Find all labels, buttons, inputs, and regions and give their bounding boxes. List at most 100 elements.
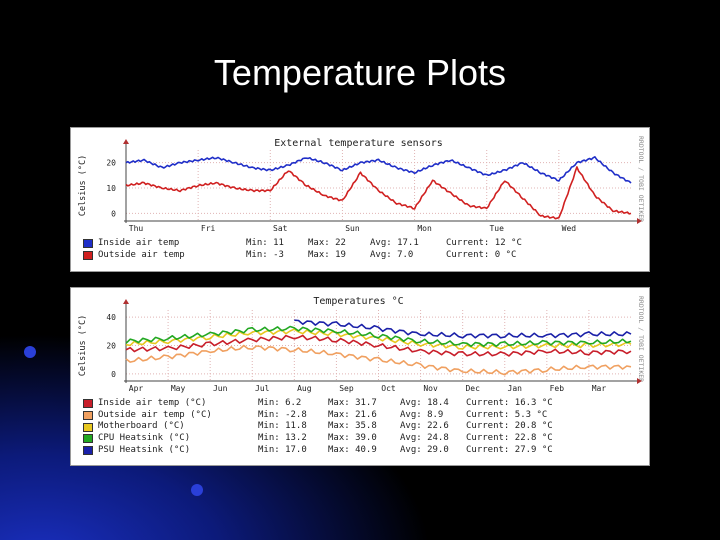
legend-series-name: Outside air temp xyxy=(98,249,185,260)
legend-min: 6.2 xyxy=(285,398,302,408)
legend-min: 17.0 xyxy=(285,444,307,455)
legend-swatch xyxy=(83,251,93,261)
y-axis-label: Celsius (°C) xyxy=(78,155,88,216)
legend-avg: 29.0 xyxy=(427,444,449,455)
legend-row: CPU Heatsink (°C) Min: 13.2 Max: 39.0 Av… xyxy=(83,433,553,445)
legend-max: 31.7 xyxy=(355,398,377,408)
x-tick-label: May xyxy=(171,384,186,393)
x-tick-label: Apr xyxy=(129,384,144,393)
legend-max: 22 xyxy=(335,238,346,248)
decorative-orb xyxy=(191,484,203,496)
legend-current: 16.3 °C xyxy=(514,398,553,408)
x-tick-label: Thu xyxy=(129,224,144,233)
x-tick-label: Feb xyxy=(550,384,565,393)
x-tick-label: Sun xyxy=(345,224,360,233)
legend-current: 12 °C xyxy=(494,238,522,248)
legend-series-name: Motherboard (°C) xyxy=(98,421,185,432)
x-tick-label: Jun xyxy=(213,384,228,393)
legend-current: 22.8 °C xyxy=(514,433,553,444)
legend-series-name: CPU Heatsink (°C) xyxy=(98,433,191,444)
rrdtool-credit: RRDTOOL / TOBI OETIKER xyxy=(637,136,645,222)
rrdtool-credit: RRDTOOL / TOBI OETIKER xyxy=(637,296,645,382)
legend-row: Inside air temp Min: 11 Max: 22 Avg: 17.… xyxy=(83,238,522,250)
x-tick-label: Mar xyxy=(592,384,607,393)
legend-external: Inside air temp Min: 11 Max: 22 Avg: 17.… xyxy=(83,238,522,261)
legend-series-name: Outside air temp (°C) xyxy=(98,409,212,420)
decorative-orb xyxy=(24,346,36,358)
legend-current: 20.8 °C xyxy=(514,421,553,432)
legend-avg: 22.6 xyxy=(427,421,449,432)
chart-title: External temperature sensors xyxy=(274,138,443,149)
slide-title: Temperature Plots xyxy=(213,52,507,93)
legend-min: 11 xyxy=(273,238,284,248)
legend-current: 27.9 °C xyxy=(514,444,553,455)
chart-panel-temperatures: Temperatures °C RRDTOOL / TOBI OETIKER Cel… xyxy=(70,287,650,466)
chart-external-temperature: External temperature sensors RRDTOOL / TO… xyxy=(78,136,645,233)
y-tick-label: 40 xyxy=(106,313,116,322)
x-tick-label: Fri xyxy=(201,224,216,233)
legend-row: PSU Heatsink (°C) Min: 17.0 Max: 40.9 Av… xyxy=(83,445,553,457)
series-line xyxy=(125,328,632,350)
series-line xyxy=(125,325,632,348)
y-axis-arrow xyxy=(123,139,129,144)
series-line xyxy=(125,344,632,376)
y-tick-label: 0 xyxy=(111,370,116,379)
y-axis-arrow xyxy=(123,299,129,304)
x-tick-label: Jul xyxy=(255,384,270,393)
x-tick-label: Mon xyxy=(417,224,432,233)
x-tick-label: Sep xyxy=(339,384,354,393)
legend-swatch xyxy=(83,239,93,249)
legend-series-name: Inside air temp xyxy=(98,238,180,248)
legend-max: 35.8 xyxy=(355,421,377,432)
legend-avg: 18.4 xyxy=(427,398,449,408)
x-tick-label: Nov xyxy=(423,384,438,393)
x-axis-arrow xyxy=(637,218,642,224)
x-axis-arrow xyxy=(637,378,642,384)
legend-min: 11.8 xyxy=(285,421,307,432)
y-axis-label: Celsius (°C) xyxy=(78,315,88,376)
legend-avg: 8.9 xyxy=(427,409,444,420)
x-tick-label: Sat xyxy=(273,224,288,233)
legend-row: Motherboard (°C) Min: 11.8 Max: 35.8 Avg… xyxy=(83,421,553,433)
y-tick-label: 10 xyxy=(106,184,116,193)
legend-row: Outside air temp (°C) Min: -2.8 Max: 21.… xyxy=(83,410,553,422)
legend-avg: 17.1 xyxy=(397,238,419,248)
x-tick-label: Tue xyxy=(489,224,504,233)
legend-row: Inside air temp (°C) Min: 6.2 Max: 31.7 … xyxy=(83,398,553,410)
legend-max: 39.0 xyxy=(355,433,377,444)
legend-row: Outside air temp Min: -3 Max: 19 Avg: 7.… xyxy=(83,250,522,262)
y-tick-label: 20 xyxy=(106,342,116,351)
series-line xyxy=(125,166,632,220)
legend-min: -3 xyxy=(273,249,284,260)
legend-swatch xyxy=(83,422,93,432)
legend-max: 19 xyxy=(335,249,346,260)
legend-series-name: Inside air temp (°C) xyxy=(98,398,207,408)
legend-swatch xyxy=(83,411,93,421)
legend-temperatures: Inside air temp (°C) Min: 6.2 Max: 31.7 … xyxy=(83,398,553,456)
chart-panel-external: External temperature sensors RRDTOOL / TO… xyxy=(70,127,650,272)
legend-current: 0 °C xyxy=(494,249,517,260)
chart-temperatures: Temperatures °C RRDTOOL / TOBI OETIKER Cel… xyxy=(78,296,645,393)
series-line xyxy=(125,155,632,184)
x-tick-label: Aug xyxy=(297,384,312,393)
y-tick-label: 20 xyxy=(106,159,116,168)
x-tick-label: Oct xyxy=(381,384,396,393)
legend-swatch xyxy=(83,434,93,444)
x-tick-label: Jan xyxy=(508,384,523,393)
series-line xyxy=(125,334,632,357)
series-line xyxy=(294,319,632,339)
legend-min: 13.2 xyxy=(285,433,307,444)
y-tick-label: 0 xyxy=(111,209,116,218)
legend-swatch xyxy=(83,399,93,409)
legend-avg: 7.0 xyxy=(397,249,414,260)
chart-title: Temperatures °C xyxy=(313,296,403,307)
legend-series-name: PSU Heatsink (°C) xyxy=(98,444,191,455)
x-tick-label: Dec xyxy=(465,384,480,393)
x-tick-label: Wed xyxy=(562,224,577,233)
legend-min: -2.8 xyxy=(285,409,307,420)
legend-current: 5.3 °C xyxy=(514,409,548,420)
legend-max: 21.6 xyxy=(355,409,377,420)
legend-swatch xyxy=(83,446,93,456)
legend-max: 40.9 xyxy=(355,444,377,455)
legend-avg: 24.8 xyxy=(427,433,449,444)
